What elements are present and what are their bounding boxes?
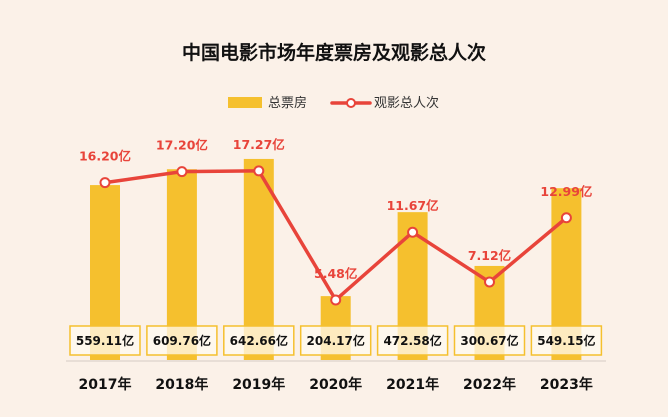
line-point [99,177,111,189]
bar-value-label: 300.67亿 [460,333,518,348]
bar-value-box [530,325,603,356]
line-point [176,166,188,178]
bar-value-label: 642.66亿 [230,333,288,348]
x-tick-label: 2019年 [232,376,285,393]
line-point [560,212,572,224]
line-point [484,276,495,288]
bar-value-label: 204.17亿 [307,333,365,348]
legend-line-marker [346,98,356,108]
bar-value-label: 609.76亿 [153,333,211,348]
bar-value-box [299,325,372,356]
line-point [330,294,342,306]
x-tick-label: 2022年 [463,376,516,393]
bar-value-label: 559.11亿 [76,333,134,348]
line-value-label: 5.48亿 [314,266,357,281]
x-tick-label: 2018年 [155,376,208,393]
line-value-label: 12.99亿 [540,184,592,199]
legend-line-label: 观影总人次 [374,95,439,111]
legend-bar-swatch [228,97,262,108]
bar-value-label: 472.58亿 [383,333,441,348]
x-tick-label: 2017年 [79,376,132,393]
chart-title: 中国电影市场年度票房及观影总人次 [182,41,486,64]
x-tick-label: 2023年 [540,376,593,393]
bar-value-box [223,325,295,356]
x-tick-label: 2020年 [309,376,362,393]
line-value-label: 11.67亿 [387,198,439,213]
line-point [407,226,419,238]
x-tick-label: 2021年 [386,376,439,393]
line-value-label: 7.12亿 [468,248,511,263]
legend: 总票房 观影总人次 [228,95,439,111]
bar-value-box [376,325,449,356]
bar-value-box [453,325,526,356]
line-point [253,165,265,177]
line-value-label: 16.20亿 [79,149,131,164]
bar-value-label: 549.15亿 [537,333,595,348]
line-value-label: 17.20亿 [156,138,208,153]
legend-bar-label: 总票房 [268,95,307,111]
bar-value-box [69,325,141,356]
line-value-label: 17.27亿 [233,137,285,152]
bar-value-box [146,325,218,356]
